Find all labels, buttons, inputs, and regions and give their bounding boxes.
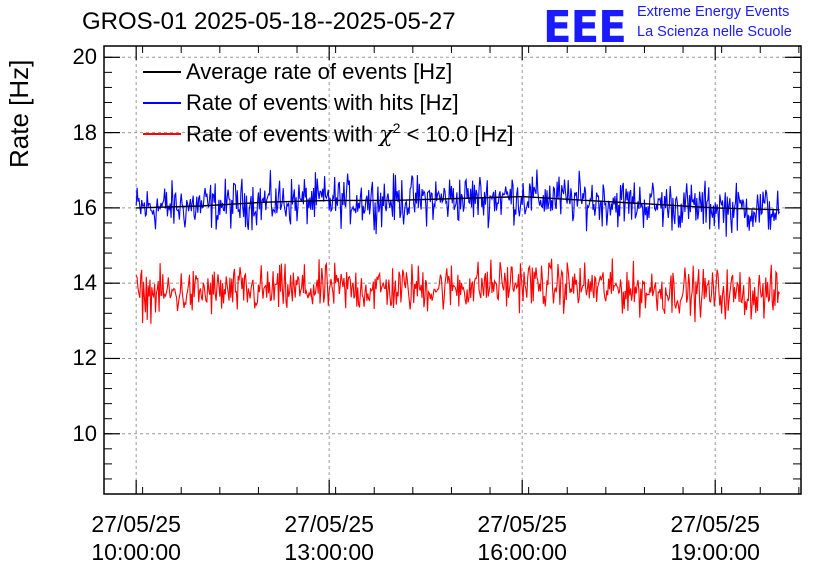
plot-frame xyxy=(103,45,802,495)
x-tick-date: 27/05/25 xyxy=(477,511,567,537)
legend-swatch-chi2 xyxy=(143,133,181,135)
legend-swatch-hits xyxy=(143,102,181,104)
chart-title: GROS-01 2025-05-18--2025-05-27 xyxy=(82,8,456,35)
series-line-2 xyxy=(135,258,781,324)
legend-chi2-suffix: < 10.0 [Hz] xyxy=(400,121,514,147)
y-tick-label: 20 xyxy=(72,44,97,70)
legend-label-chi2: Rate of events with χ2 < 10.0 [Hz] xyxy=(186,120,513,147)
x-tick-date: 27/05/25 xyxy=(670,511,760,537)
x-tick-time: 19:00:00 xyxy=(670,539,760,565)
x-tick-date: 27/05/25 xyxy=(284,511,374,537)
x-tick-time: 13:00:00 xyxy=(284,539,374,565)
chi-exponent: 2 xyxy=(392,120,401,136)
y-tick-label: 18 xyxy=(72,119,97,145)
series-line-1 xyxy=(135,169,781,237)
logo-line-2: La Scienza nelle Scuole xyxy=(637,24,792,40)
y-tick-label: 10 xyxy=(72,420,97,446)
x-tick-label: 27/05/25 13:00:00 xyxy=(259,510,399,566)
legend-label-hits: Rate of events with hits [Hz] xyxy=(186,90,459,115)
x-tick-time: 16:00:00 xyxy=(477,539,567,565)
x-tick-label: 27/05/25 16:00:00 xyxy=(452,510,592,566)
x-tick-label: 27/05/25 19:00:00 xyxy=(645,510,785,566)
logo-line-1: Extreme Energy Events xyxy=(637,4,790,20)
eee-logo: EEE xyxy=(543,2,627,53)
y-tick-label: 16 xyxy=(72,194,97,220)
x-tick-time: 10:00:00 xyxy=(91,539,181,565)
y-tick-label: 14 xyxy=(72,270,97,296)
y-axis-label: Rate [Hz] xyxy=(4,59,34,168)
x-tick-date: 27/05/25 xyxy=(91,511,181,537)
y-tick-label: 12 xyxy=(72,345,97,371)
x-tick-label: 27/05/25 10:00:00 xyxy=(66,510,206,566)
legend-label-avg: Average rate of events [Hz] xyxy=(186,59,453,84)
legend-swatch-avg xyxy=(143,71,181,73)
legend-chi2-prefix: Rate of events with xyxy=(186,121,380,147)
chi-symbol: χ xyxy=(379,122,393,148)
series-line-0 xyxy=(136,195,780,211)
